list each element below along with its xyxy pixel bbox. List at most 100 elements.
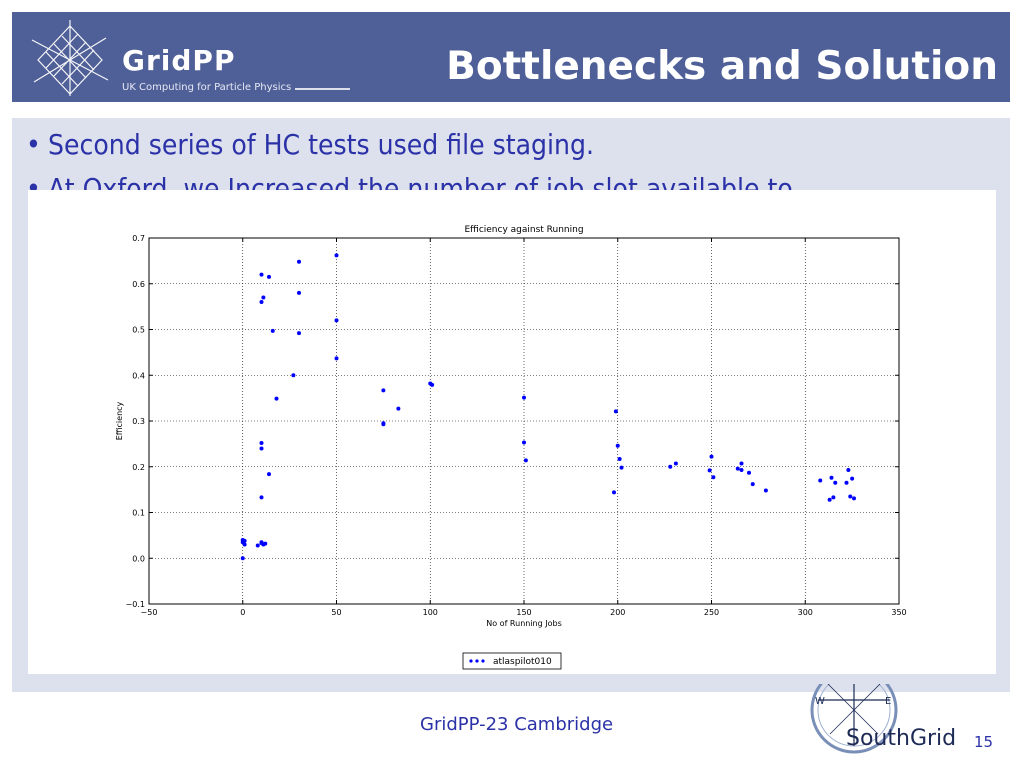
data-point [735, 466, 740, 471]
bullet-item: • Second series of HC tests used file sta… [26, 128, 594, 161]
x-tick-label: 350 [891, 608, 906, 617]
data-point [833, 480, 838, 485]
data-point [709, 454, 714, 459]
data-point [242, 538, 247, 543]
data-point [707, 468, 712, 473]
slide-header: GridPP UK Computing for Particle Physics… [12, 12, 1010, 102]
data-point [522, 395, 526, 400]
data-point [747, 470, 751, 475]
legend-marker [469, 659, 473, 663]
data-point [827, 497, 832, 502]
y-tick-label: 0.5 [132, 326, 145, 335]
data-point [263, 541, 268, 546]
footer-event: GridPP-23 Cambridge [420, 714, 614, 735]
data-point [739, 461, 744, 466]
y-tick-label: 0.1 [132, 509, 145, 518]
data-point [259, 272, 264, 277]
compass-w-label: W [815, 696, 825, 707]
compass-e-label: E [885, 696, 891, 707]
data-point [297, 331, 301, 336]
x-tick-label: 0 [240, 608, 245, 617]
page-title: Bottlenecks and Solution [446, 44, 998, 89]
y-tick-label: 0.2 [132, 463, 145, 472]
y-tick-label: 0.7 [132, 234, 145, 243]
data-point [267, 472, 271, 477]
y-tick-label: 0.6 [132, 280, 145, 289]
data-point [274, 396, 279, 401]
bullet-text: Second series of HC tests used file stag… [48, 128, 594, 161]
legend-label: atlaspilot010 [493, 657, 552, 667]
data-point [523, 458, 528, 463]
page-number: 15 [974, 733, 994, 751]
y-tick-label: −0.1 [126, 600, 145, 609]
data-point [259, 440, 264, 445]
southgrid-wordmark: SouthGrid [846, 726, 957, 751]
x-tick-label: −50 [141, 608, 158, 617]
data-point [261, 295, 266, 300]
y-axis-label: Efficiency [115, 401, 124, 440]
data-point [668, 464, 673, 469]
compass-icon: W E [810, 666, 898, 754]
data-point [396, 406, 401, 411]
data-point [613, 409, 618, 414]
logo-subtitle: UK Computing for Particle Physics [122, 82, 292, 93]
data-point [846, 467, 851, 472]
data-point [852, 496, 856, 501]
data-point [619, 465, 624, 470]
chart-panel: −50 0 50 100 150 200 250 300 350 −0.1 0.0 0.1 0.2 0.3… [28, 190, 996, 674]
data-point [334, 253, 339, 258]
data-point [381, 422, 386, 427]
legend-box [462, 652, 562, 670]
data-point [750, 482, 755, 487]
gridpp-logo: GridPP UK Computing for Particle Physics [30, 20, 291, 96]
data-point [297, 290, 301, 295]
data-point [259, 300, 264, 305]
x-tick-label: 250 [704, 608, 719, 617]
data-point [270, 328, 275, 333]
data-point [291, 373, 296, 378]
x-tick-label: 200 [610, 608, 625, 617]
data-point [763, 488, 768, 493]
southgrid-logo: W E [806, 666, 906, 764]
logo-wordmark: GridPP [122, 44, 236, 77]
header-divider [295, 88, 350, 90]
data-point [673, 461, 678, 466]
legend-marker [481, 659, 485, 663]
data-point [381, 388, 386, 393]
y-tick-label: 0.4 [132, 371, 145, 380]
x-tick-label: 100 [423, 608, 438, 617]
data-point [334, 318, 339, 323]
x-tick-label: 300 [798, 608, 813, 617]
legend-marker [475, 659, 479, 663]
data-point [259, 541, 264, 546]
data-point [615, 443, 620, 448]
data-point [334, 356, 339, 361]
x-axis-label: No of Running Jobs [486, 619, 562, 628]
data-point [612, 490, 616, 495]
chart-title: Efficiency against Running [464, 225, 583, 235]
data-point [240, 556, 245, 561]
data-point [844, 480, 849, 485]
grid-globe-icon [31, 20, 109, 96]
data-point [242, 542, 247, 547]
data-point [255, 543, 260, 548]
data-point [848, 494, 853, 499]
y-tick-label: 0.3 [132, 417, 145, 426]
x-tick-label: 50 [331, 608, 341, 617]
data-point [739, 467, 744, 472]
data-point [259, 495, 264, 500]
scatter-chart: −50 0 50 100 150 200 250 300 350 −0.1 0.0 0.1 0.2 0.3… [115, 225, 907, 670]
data-point [711, 475, 716, 480]
data-point [829, 475, 834, 480]
data-point [617, 456, 622, 461]
y-tick-label: 0.0 [132, 554, 145, 563]
data-point [267, 274, 271, 279]
data-point [259, 446, 264, 451]
data-point [831, 495, 836, 500]
x-tick-label: 150 [516, 608, 531, 617]
data-point [850, 476, 855, 481]
data-point [522, 440, 526, 445]
data-point [818, 478, 823, 483]
data-point [297, 259, 301, 264]
bullet-dot: • [26, 128, 41, 161]
